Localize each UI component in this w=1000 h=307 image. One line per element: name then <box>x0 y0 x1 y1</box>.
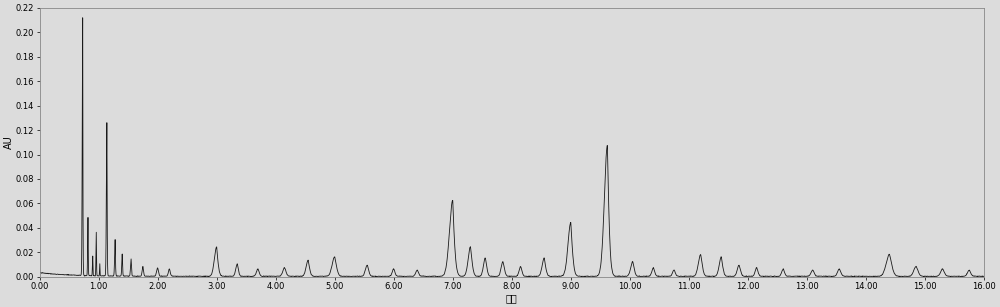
X-axis label: 分钟: 分钟 <box>506 293 518 303</box>
Y-axis label: AU: AU <box>4 135 14 149</box>
